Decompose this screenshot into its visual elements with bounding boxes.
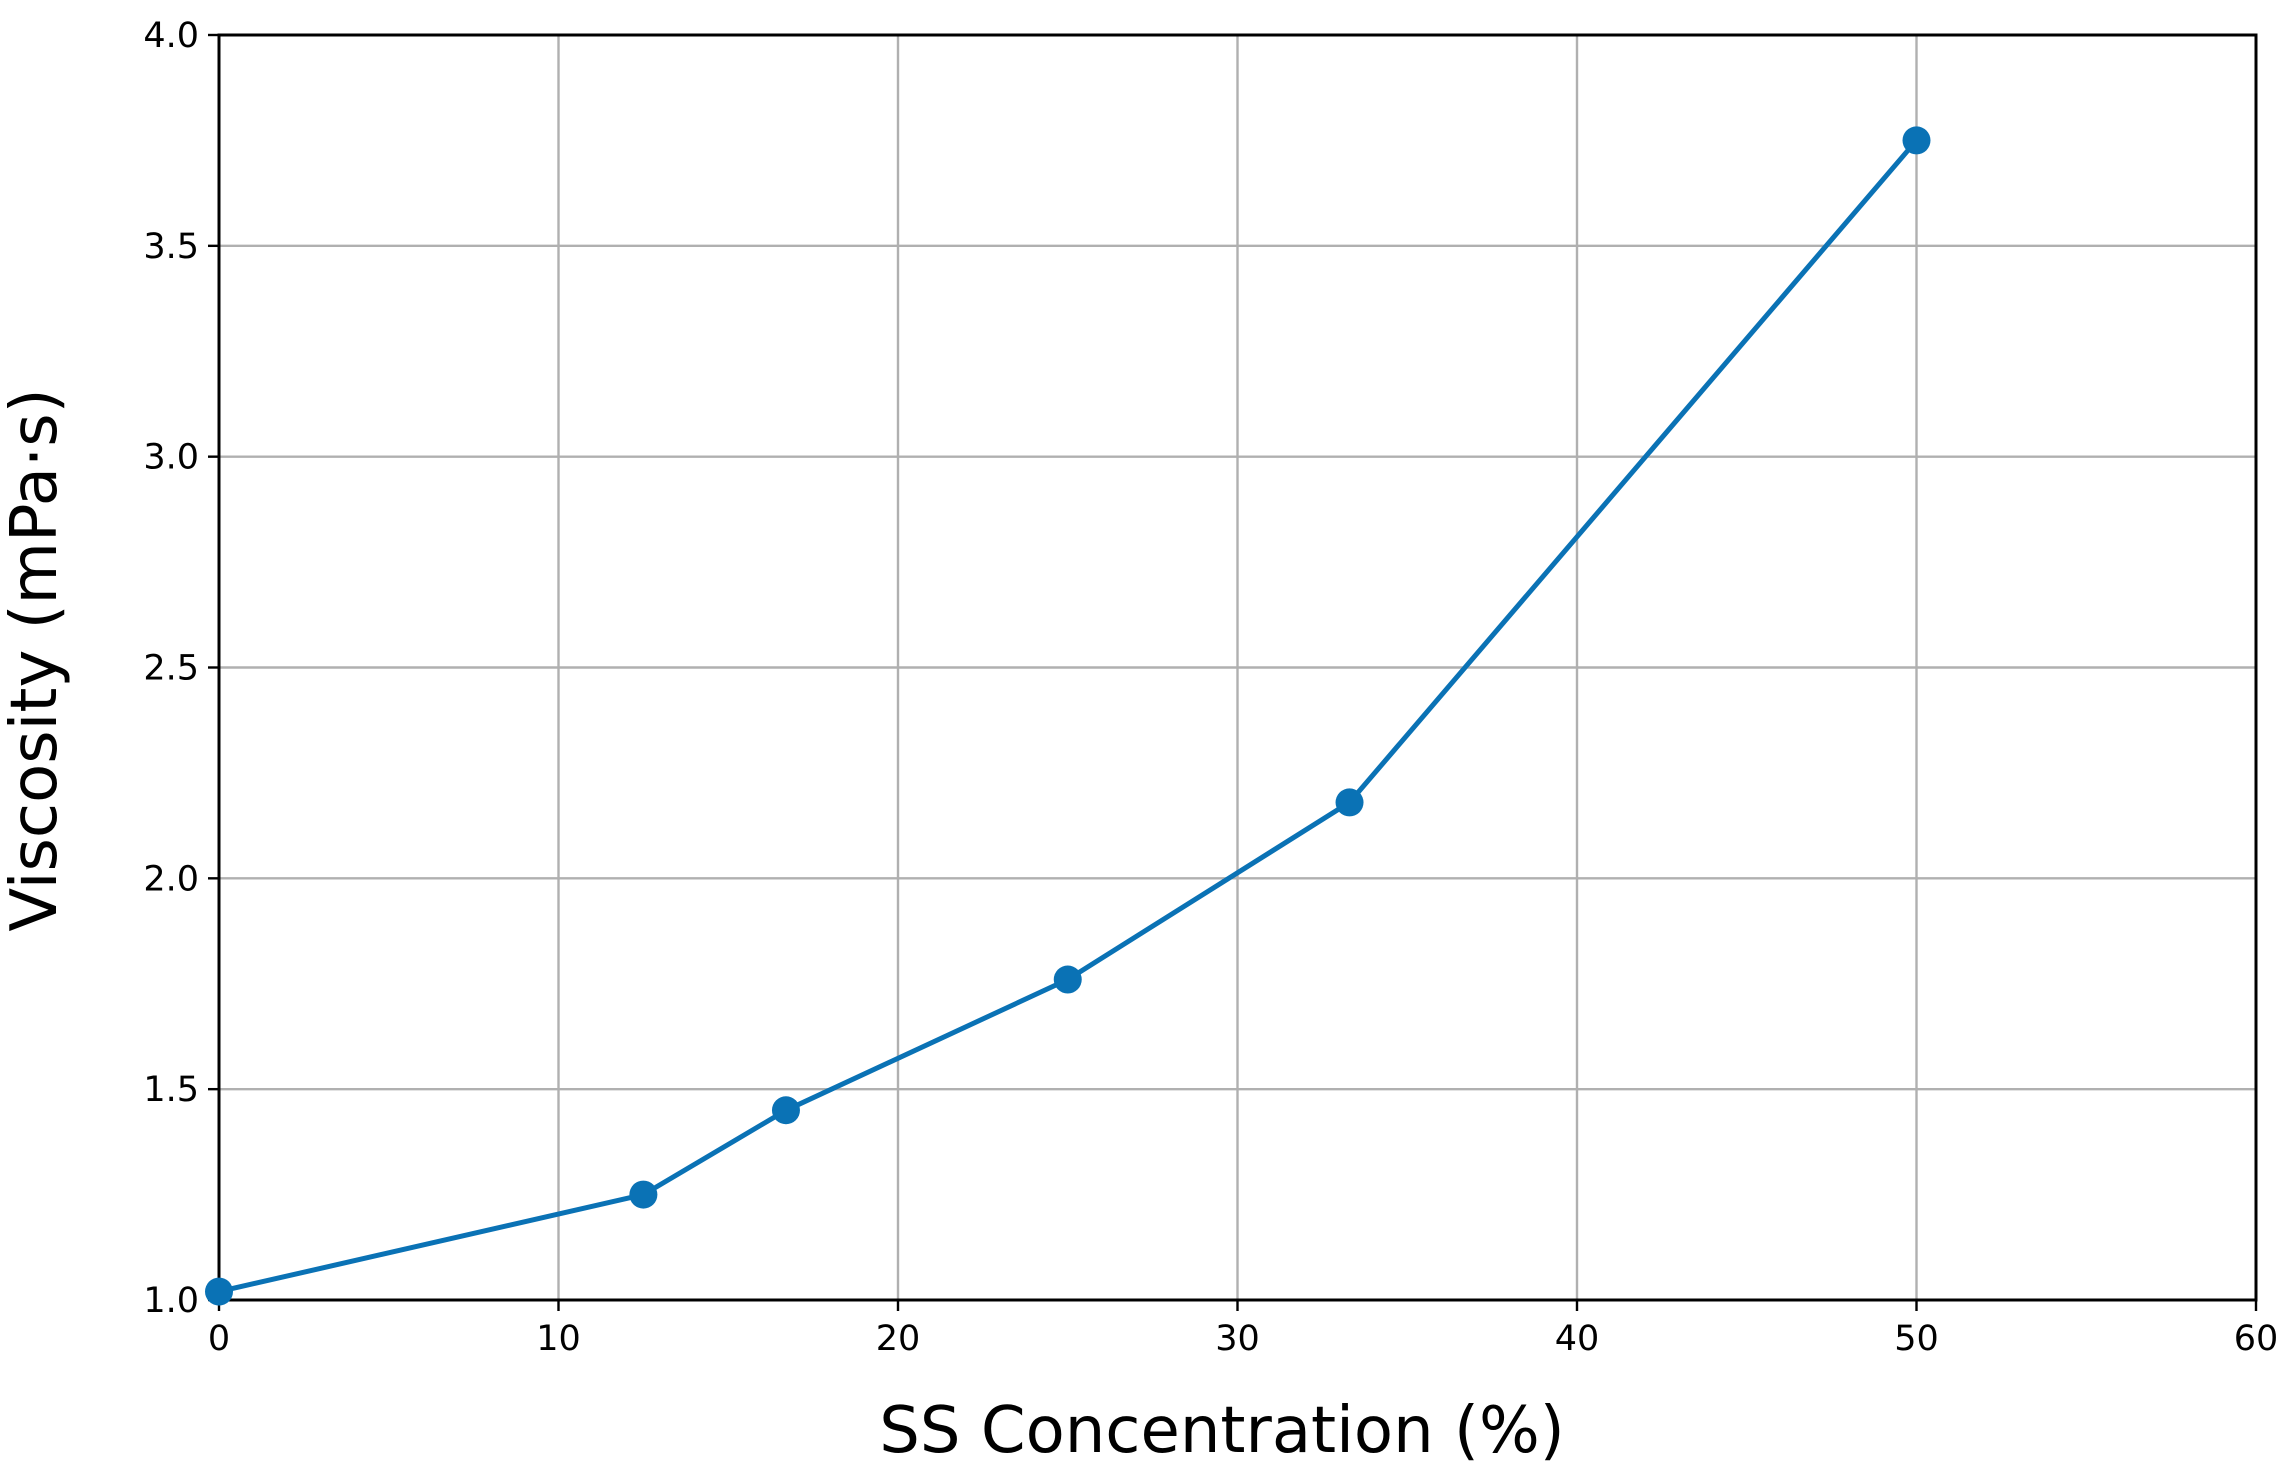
data-point	[205, 1277, 233, 1306]
tick-labels: 0 10 20 30 40 50 60 1.0 1.5 2.0 2.5 3.0 3.5 4.0	[143, 16, 2278, 1359]
data-point	[629, 1180, 658, 1209]
y-axis-title: Viscosity (mPa·s)	[0, 388, 72, 931]
x-axis-title: SS Concentration (%)	[879, 1394, 1564, 1468]
x-tick-label: 10	[536, 1319, 581, 1359]
y-tick-label: 2.0	[143, 859, 199, 899]
data-point	[1902, 126, 1931, 155]
y-tick-label: 1.0	[143, 1281, 199, 1321]
x-tick-label: 0	[208, 1319, 230, 1359]
series-layer	[205, 126, 1931, 1306]
x-tick-label: 60	[2234, 1319, 2279, 1359]
x-tick-label: 40	[1555, 1319, 1600, 1359]
series-line	[216, 137, 1919, 1295]
x-tick-label: 30	[1215, 1319, 1260, 1359]
y-tick-label: 1.5	[143, 1070, 199, 1110]
x-tick-label: 20	[876, 1319, 921, 1359]
axes	[208, 33, 2258, 1311]
y-tick-label: 2.5	[143, 649, 199, 689]
grid	[217, 33, 2258, 1302]
y-tick-label: 3.0	[143, 438, 199, 478]
x-tick-label: 50	[1894, 1319, 1939, 1359]
y-tick-label: 4.0	[143, 16, 199, 56]
data-point	[771, 1096, 800, 1125]
y-tick-label: 3.5	[143, 227, 199, 267]
data-point	[1053, 965, 1082, 994]
data-point	[1335, 788, 1364, 817]
